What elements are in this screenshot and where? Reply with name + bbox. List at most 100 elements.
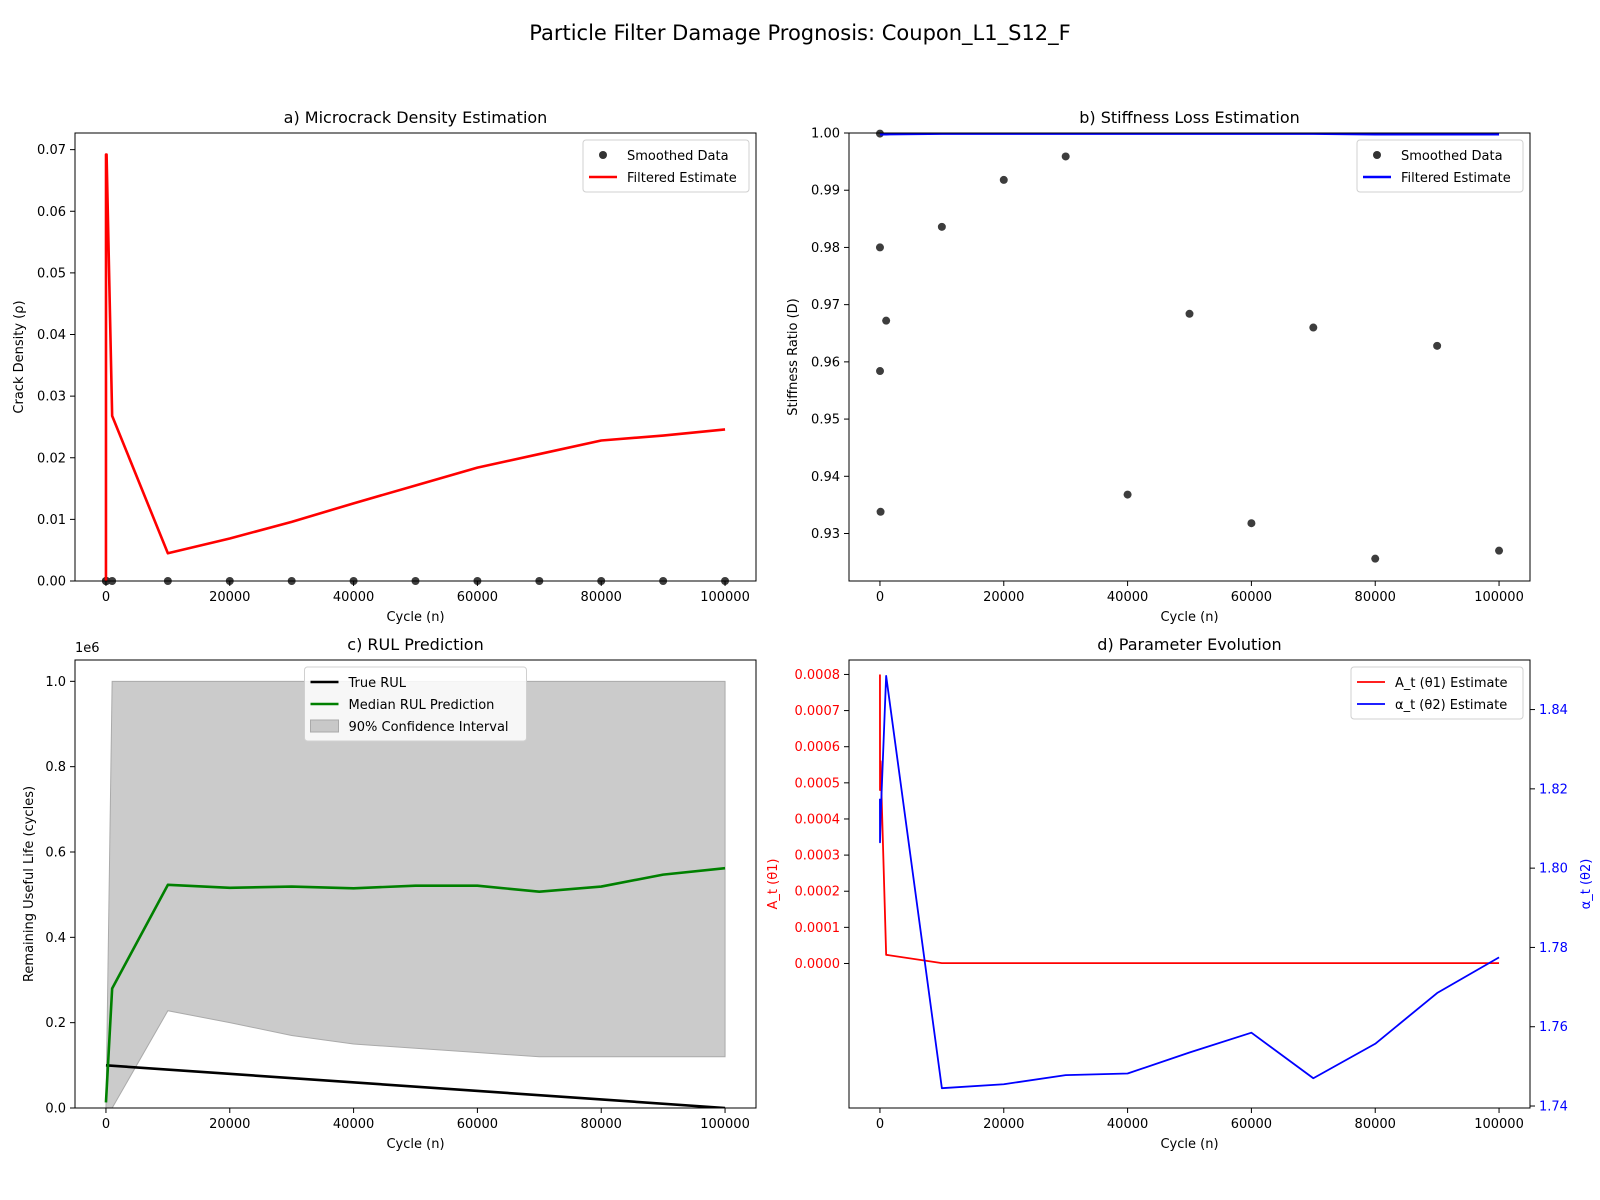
y-axis-label: Stiffness Ratio (D) [786,298,801,416]
y-tick-label: 0.0003 [795,849,841,864]
x-tick-label: 60000 [1231,1117,1272,1132]
x-tick-label: 20000 [209,590,250,605]
y-tick-label: 0.06 [37,205,66,220]
y-tick-label: 0.2 [45,1016,66,1031]
data-point [937,222,946,231]
y-tick-label: 0.6 [45,846,66,861]
y2-tick-label: 1.82 [1539,782,1568,797]
confidence-band [105,680,726,1108]
y-tick-label: 0.03 [37,390,66,405]
legend: Smoothed Data Filtered Estimate [582,139,750,193]
series-line-0 [105,1064,726,1108]
x-tick-label: 40000 [1107,1117,1148,1132]
y-offset-label: 1e6 [75,641,100,656]
y-tick-label: 0.0001 [795,921,841,936]
y-axis-label: Crack Density (ρ) [12,300,27,413]
y-tick-label: 0.0002 [795,885,841,900]
legend-label: Filtered Estimate [627,171,737,186]
y-tick-label: 0.96 [811,355,840,370]
y-tick-label: 1.00 [811,127,840,142]
y2-tick-label: 1.78 [1539,941,1568,956]
y-axis-label: Remaining Useful Life (cycles) [22,786,37,982]
subplot-title: d) Parameter Evolution [1097,635,1281,654]
x-axis-label: Cycle (n) [386,1137,444,1152]
legend-marker [599,151,607,159]
x-tick-label: 60000 [1231,590,1272,605]
data-point [1185,309,1194,318]
y-axis-label: A_t (θ1) [766,859,781,910]
x-tick-label: 80000 [1355,1117,1396,1132]
legend-label: True RUL [348,676,407,691]
x-tick-label: 80000 [581,1117,622,1132]
y-tick-label: 0.0005 [795,776,841,791]
x-tick-label: 20000 [983,1117,1024,1132]
y-tick-label: 0.05 [37,266,66,281]
data-point [1123,490,1132,499]
legend-label: A_t (θ1) Estimate [1395,676,1508,691]
data-point [999,175,1008,184]
y-tick-label: 1.0 [45,675,66,690]
y-tick-label: 0.0 [45,1102,66,1117]
series-line-1 [104,153,726,581]
series-line-1 [104,866,726,1103]
y-tick-label: 0.93 [811,527,840,542]
data-point [1495,546,1504,555]
subplot-title: c) RUL Prediction [347,635,483,654]
subplot-b: 0 20000 40000 60000 80000 100000 0.93 0.94 0.95 0… [786,108,1531,625]
subplot-title: b) Stiffness Loss Estimation [1079,108,1300,127]
data-point [876,507,885,516]
legend-label: α_t (θ2) Estimate [1395,698,1507,713]
figure-suptitle: Particle Filter Damage Prognosis: Coupon… [529,21,1071,46]
data-point [1247,519,1256,528]
x-tick-label: 100000 [700,1117,750,1132]
axes-frame [74,659,757,1109]
series-line-1 [878,133,1500,136]
y2-axis-label: α_t (θ2) [1579,859,1594,910]
y-tick-label: 0.01 [37,513,66,528]
legend-label: 90% Confidence Interval [349,720,509,735]
y-tick-label: 0.0008 [795,668,841,683]
y-tick-label: 0.07 [37,143,66,158]
legend-label: Smoothed Data [627,149,729,164]
legend-box [1356,139,1524,193]
y-tick-label: 0.0006 [795,740,841,755]
x-tick-label: 60000 [457,590,498,605]
y-tick-label: 0.4 [45,931,66,946]
legend-label: Median RUL Prediction [349,698,495,713]
y-tick-label: 0.0007 [795,704,841,719]
subplot-c: 0 20000 40000 60000 80000 100000 0.0 0.2 0.4 0.6 0… [22,635,757,1152]
y-tick-label: 0.00 [37,575,66,590]
x-tick-label: 100000 [1474,590,1524,605]
axes-frame [848,659,1531,1109]
y2-tick-label: 1.74 [1539,1100,1568,1115]
y-tick-label: 0.8 [45,760,66,775]
x-tick-label: 60000 [457,1117,498,1132]
x-tick-label: 80000 [581,590,622,605]
x-tick-label: 100000 [700,590,750,605]
data-point [882,316,891,325]
legend-box [582,139,750,193]
legend: Smoothed Data Filtered Estimate [1356,139,1524,193]
legend-swatch [310,719,339,733]
series-line-1 [879,674,1500,1090]
legend-marker [1373,151,1381,159]
x-tick-label: 80000 [1355,590,1396,605]
x-axis-label: Cycle (n) [1160,610,1218,625]
y-tick-label: 0.98 [811,241,840,256]
legend-box [304,666,527,742]
x-tick-label: 0 [102,1117,110,1132]
axes-frame [74,132,757,582]
x-tick-label: 0 [102,590,110,605]
x-tick-label: 0 [876,1117,884,1132]
y-tick-label: 0.04 [37,328,66,343]
y-tick-label: 0.95 [811,413,840,428]
data-point [876,367,885,376]
data-point [1371,554,1380,563]
y-tick-label: 0.0000 [795,957,841,972]
y-tick-label: 0.02 [37,451,66,466]
data-point [875,243,884,252]
legend: True RUL Median RUL Prediction 90% Confide… [304,666,527,742]
subplot-title: a) Microcrack Density Estimation [284,108,548,127]
subplot-a: 0 20000 40000 60000 80000 100000 0.00 0.01 0.02 0… [12,108,757,625]
x-axis-label: Cycle (n) [1160,1137,1218,1152]
